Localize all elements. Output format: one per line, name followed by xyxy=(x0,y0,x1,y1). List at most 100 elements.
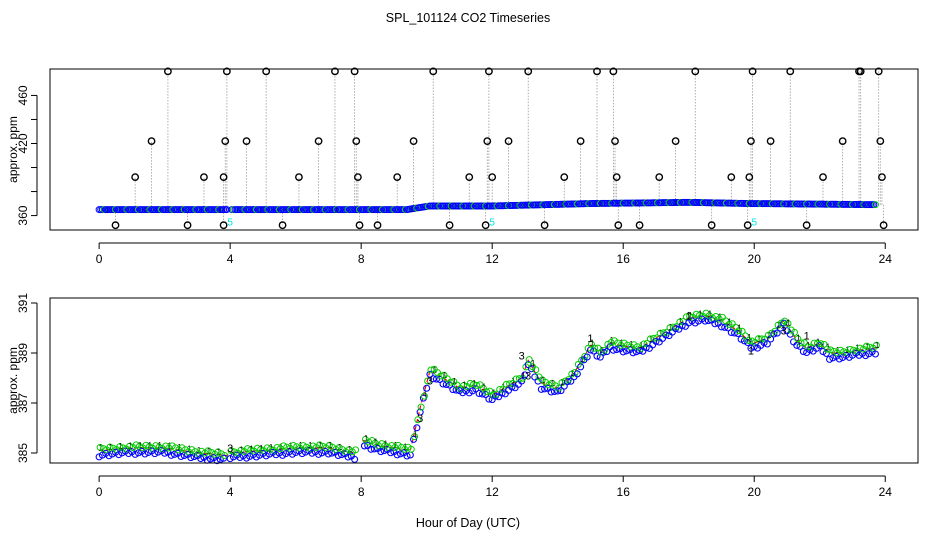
top-panel: 1 1 1 1 1 1 1 1 1 1 1 1 1 1 1 1 1 1 1 1 15 5 5 0 4 8 12 16 20 243604… xyxy=(6,67,919,266)
data-point xyxy=(423,384,431,392)
data-point xyxy=(786,330,794,338)
data-point xyxy=(227,447,235,455)
data-point xyxy=(740,337,748,345)
x-tick-label: 4 xyxy=(227,252,234,266)
data-point xyxy=(817,340,825,348)
data-point xyxy=(603,348,611,356)
flag-label: 1 xyxy=(600,346,605,355)
outlier-point xyxy=(655,173,664,182)
flag-label: 1 xyxy=(629,340,634,349)
flag-label: 1 xyxy=(448,204,452,211)
bottom-panel-y-label: approx. ppm xyxy=(6,347,20,414)
outlier-point xyxy=(671,137,680,145)
data-point xyxy=(167,451,175,459)
flag-label: 1 xyxy=(786,319,791,328)
data-point xyxy=(213,457,221,465)
outlier-point xyxy=(504,137,513,145)
flag-label: 1 xyxy=(845,345,850,354)
data-point xyxy=(596,353,604,361)
data-point xyxy=(427,366,435,374)
outlier-point xyxy=(560,173,569,182)
data-point xyxy=(403,452,411,460)
data-point xyxy=(344,453,352,461)
data-point xyxy=(413,424,421,432)
flag-label: 1 xyxy=(636,201,640,208)
annotation-label: 3 xyxy=(417,413,423,425)
data-point xyxy=(429,375,437,383)
flag-5-point: 5 xyxy=(489,218,495,229)
flag-label: 1 xyxy=(298,441,303,450)
data-point xyxy=(717,323,726,331)
profile-line xyxy=(99,447,355,457)
profile-line xyxy=(362,314,876,452)
flag-label: 1 xyxy=(177,443,182,452)
data-point xyxy=(377,448,385,456)
x-tick-label: 20 xyxy=(748,485,762,499)
data-point xyxy=(437,372,445,380)
flag-label: 1 xyxy=(485,204,489,211)
data-point xyxy=(221,451,229,459)
data-point xyxy=(745,337,753,344)
outlier-point xyxy=(488,173,497,182)
data-point xyxy=(727,328,735,337)
data-point xyxy=(96,443,104,451)
outlier-point xyxy=(540,221,549,230)
data-point xyxy=(411,433,419,441)
x-tick-label: 0 xyxy=(96,252,103,266)
data-point xyxy=(170,450,179,458)
flag-label: 1 xyxy=(749,202,753,209)
data-point xyxy=(151,450,159,458)
outlier-point xyxy=(355,221,364,230)
data-point xyxy=(472,385,480,393)
flag-label: 1 xyxy=(413,429,418,438)
data-point xyxy=(152,442,160,450)
annotation-label: 1 xyxy=(686,311,692,323)
outlier-point xyxy=(295,173,303,182)
flag-label: 1 xyxy=(678,317,683,326)
data-point xyxy=(547,388,555,396)
x-tick-label: 16 xyxy=(617,252,631,266)
flag-label: 1 xyxy=(619,339,624,348)
data-point xyxy=(577,363,585,371)
flag-label: 1 xyxy=(875,341,880,350)
outlier-point xyxy=(278,221,287,230)
x-tick-label: 12 xyxy=(486,252,500,266)
data-point xyxy=(447,378,455,386)
data-point xyxy=(797,339,805,347)
outlier-point xyxy=(314,137,323,145)
outlier-point xyxy=(745,173,754,182)
data-point xyxy=(738,327,746,335)
data-point xyxy=(725,320,733,328)
data-point xyxy=(652,337,660,345)
data-point xyxy=(737,335,745,343)
flag-label: 1 xyxy=(403,443,408,452)
flag-label: 1 xyxy=(143,208,147,215)
outlier-point xyxy=(262,67,271,76)
flag-label: 1 xyxy=(836,346,841,355)
flag-label: 1 xyxy=(167,442,172,451)
outlier-point xyxy=(707,221,716,230)
data-point xyxy=(872,341,880,349)
flag-label: 1 xyxy=(659,329,664,338)
flag-label: 1 xyxy=(521,371,526,380)
data-point xyxy=(659,329,667,337)
data-point xyxy=(414,416,422,424)
flag-label: 1 xyxy=(423,389,428,398)
data-point xyxy=(302,443,310,451)
outlier-point xyxy=(612,173,621,182)
data-point xyxy=(109,444,117,452)
data-point xyxy=(177,452,185,461)
data-point xyxy=(407,445,415,453)
flag-label: 1 xyxy=(158,441,163,450)
data-point xyxy=(613,345,621,354)
data-point xyxy=(466,379,474,387)
data-point xyxy=(534,377,542,385)
annotation-label: 1 xyxy=(587,333,593,345)
data-point xyxy=(473,381,481,389)
data-point xyxy=(692,310,700,318)
flag-label: 1 xyxy=(826,343,831,352)
flag-label: 1 xyxy=(105,208,109,215)
data-point xyxy=(646,335,654,343)
outlier-point xyxy=(614,221,623,230)
